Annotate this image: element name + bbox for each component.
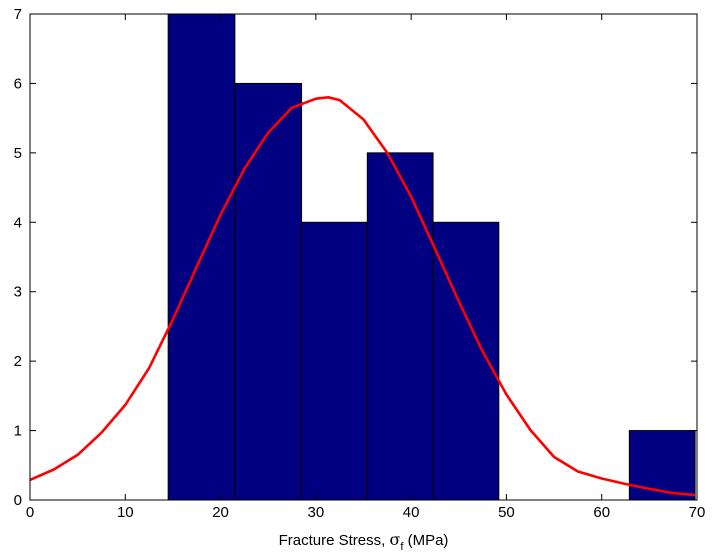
- histogram-bar: [628, 430, 696, 501]
- histogram-bar: [301, 221, 368, 501]
- y-tick-label: 4: [14, 214, 22, 231]
- y-axis-ticks: 0 1 2 3 4 5 6 7: [14, 6, 697, 509]
- y-tick-label: 3: [14, 284, 22, 301]
- y-tick-label: 6: [14, 75, 22, 92]
- histogram-bar: [234, 82, 303, 501]
- x-tick-label: 30: [308, 504, 325, 521]
- y-tick-label: 1: [14, 423, 22, 440]
- x-tick-label: 0: [26, 504, 34, 521]
- x-axis-label-subscript: f: [400, 541, 404, 553]
- normal-fit-curve: [29, 96, 696, 497]
- x-tick-label: 50: [498, 504, 515, 521]
- x-axis-label-suffix: (MPa): [403, 532, 448, 549]
- x-tick-label: 20: [212, 504, 229, 521]
- x-axis-label-symbol: σ: [389, 530, 400, 549]
- histogram-bars: [167, 13, 696, 501]
- x-tick-label: 40: [403, 504, 420, 521]
- y-tick-label: 0: [14, 492, 22, 509]
- y-tick-label: 2: [14, 353, 22, 370]
- x-tick-label: 60: [593, 504, 610, 521]
- x-axis-label-prefix: Fracture Stress,: [279, 532, 390, 549]
- x-axis-ticks: 0 10 20 30 40 50 60 70: [26, 14, 706, 521]
- x-tick-label: 10: [117, 504, 134, 521]
- x-axis-label: Fracture Stress, σf (MPa): [279, 530, 449, 553]
- y-tick-label: 7: [14, 6, 22, 23]
- histogram-bar: [366, 152, 434, 501]
- y-tick-label: 5: [14, 145, 22, 162]
- axes-frame: [29, 13, 698, 501]
- x-tick-label: 70: [689, 504, 706, 521]
